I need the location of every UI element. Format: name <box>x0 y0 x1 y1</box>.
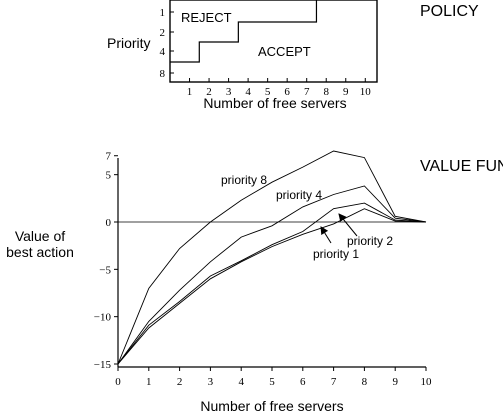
value-arrow-priority-1 <box>320 226 332 244</box>
value-label-priority-2: priority 2 <box>347 234 393 248</box>
value-label-priority-4: priority 4 <box>276 188 322 202</box>
policy-frame <box>169 0 378 83</box>
policy-chart: POLICY Priority Number of free servers 1… <box>107 0 479 111</box>
value-xtick-label: 2 <box>177 376 183 388</box>
value-xtick-label: 1 <box>146 376 152 388</box>
policy-xtick-label: 3 <box>226 86 232 98</box>
value-line-priority-2 <box>117 202 427 365</box>
policy-xtick-label: 7 <box>304 86 310 98</box>
policy-xtick-label: 5 <box>265 86 271 98</box>
value-ytick-label: −10 <box>94 312 112 324</box>
policy-xtick-label: 9 <box>343 86 349 98</box>
value-label-priority-1: priority 1 <box>313 247 359 261</box>
value-xtick-label: 6 <box>300 376 306 388</box>
value-xtick-label: 9 <box>392 376 398 388</box>
value-ytick-label: −15 <box>94 359 112 371</box>
policy-ytick-label: 4 <box>160 46 166 58</box>
value-xtick-label: 8 <box>362 376 368 388</box>
policy-ytick-label: 2 <box>160 27 166 39</box>
policy-xlabel: Number of free servers <box>203 95 346 111</box>
value-xtick-label: 4 <box>238 376 244 388</box>
policy-xtick-label: 10 <box>360 86 372 98</box>
policy-ylabel: Priority <box>107 35 151 51</box>
policy-region-reject: REJECT <box>181 10 232 25</box>
value-xtick-label: 0 <box>115 376 121 388</box>
value-ytick-label: 7 <box>106 151 112 163</box>
value-series <box>117 150 427 365</box>
policy-xtick-label: 2 <box>206 86 212 98</box>
policy-title: POLICY <box>420 3 479 20</box>
value-ylabel-line2: best action <box>6 244 74 260</box>
policy-boundary <box>170 0 318 63</box>
value-ylabel-line1: Value of <box>15 228 65 244</box>
policy-step-line <box>170 0 318 63</box>
value-arrow-priority-2 <box>338 213 358 237</box>
value-xtick-label: 10 <box>421 376 433 388</box>
value-axes: −15 −10 −5 0 5 7 0 1 2 3 4 5 6 7 8 9 10 <box>94 151 432 388</box>
value-line-priority-4 <box>117 185 427 365</box>
policy-xtick-label: 1 <box>187 86 193 98</box>
value-xlabel: Number of free servers <box>200 398 343 414</box>
value-xtick-label: 7 <box>331 376 337 388</box>
value-label-priority-8: priority 8 <box>221 173 267 187</box>
value-ytick-label: 5 <box>106 170 112 182</box>
policy-ytick-label: 1 <box>160 7 166 19</box>
policy-xtick-label: 4 <box>245 86 251 98</box>
value-xtick-label: 3 <box>208 376 214 388</box>
policy-xtick-label: 6 <box>284 86 290 98</box>
policy-ytick-label: 8 <box>160 68 166 80</box>
value-line-priority-1 <box>117 208 427 365</box>
value-ytick-label: −5 <box>99 264 111 276</box>
policy-region-accept: ACCEPT <box>258 44 311 59</box>
value-ytick-label: 0 <box>106 217 112 229</box>
policy-axes: 1 2 3 4 5 6 7 8 9 10 1 2 4 8 <box>160 0 378 98</box>
value-xtick-label: 5 <box>269 376 275 388</box>
policy-xtick-label: 8 <box>323 86 329 98</box>
value-title: VALUE FUNCTION <box>420 158 503 175</box>
value-chart: VALUE FUNCTION Value of best action Numb… <box>6 150 503 414</box>
value-line-priority-8 <box>117 150 427 365</box>
